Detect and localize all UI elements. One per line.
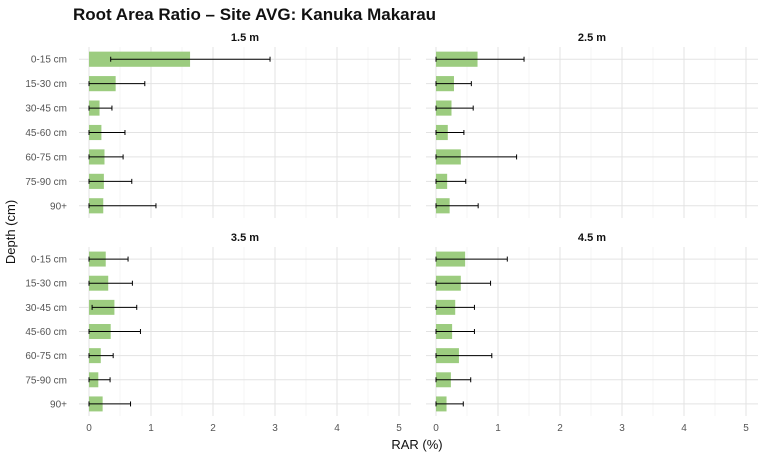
x-tick-label: 4: [334, 423, 340, 434]
y-tick-label: 15-30 cm: [25, 79, 67, 90]
x-axis-label: RAR (%): [391, 437, 442, 452]
y-tick-label: 15-30 cm: [25, 279, 67, 290]
y-tick-label: 60-75 cm: [25, 351, 67, 362]
x-tick-label: 5: [396, 423, 402, 434]
x-tick-label: 0: [433, 423, 439, 434]
y-tick-label: 45-60 cm: [25, 327, 67, 338]
x-tick-label: 5: [743, 423, 749, 434]
x-tick-label: 0: [86, 423, 92, 434]
y-tick-label: 90+: [50, 399, 67, 410]
panel-label: 2.5 m: [578, 32, 606, 44]
y-tick-label: 45-60 cm: [25, 128, 67, 139]
chart-title: Root Area Ratio – Site AVG: Kanuka Makar…: [73, 5, 436, 24]
panel-1: 1.5 m 0-15 cm 15-30 cm 30-45 cm 45-60 cm 60-7…: [25, 32, 411, 218]
y-tick-label: 75-90 cm: [25, 177, 67, 188]
panel-label: 3.5 m: [231, 232, 259, 244]
panel-3: 3.5 m 0-15 cm 15-30 cm 30-45 cm 45-60 cm 60-7…: [25, 232, 411, 434]
y-tick-label: 30-45 cm: [25, 104, 67, 115]
x-tick-label: 2: [210, 423, 216, 434]
y-axis-label: Depth (cm): [3, 200, 18, 264]
x-tick-label: 3: [272, 423, 278, 434]
x-tick-label: 2: [557, 423, 563, 434]
y-tick-label: 90+: [50, 201, 67, 212]
panel-4: 4.5 m 0 1 2 3 4 5: [426, 232, 758, 434]
y-tick-label: 75-90 cm: [25, 375, 67, 386]
x-tick-label: 4: [681, 423, 687, 434]
panel-2: 2.5 m: [426, 32, 758, 218]
x-tick-label: 1: [148, 423, 154, 434]
panel-label: 1.5 m: [231, 32, 259, 44]
x-tick-label: 3: [619, 423, 625, 434]
chart-panels: 1.5 m 0-15 cm 15-30 cm 30-45 cm 45-60 cm 60-7…: [25, 32, 758, 434]
y-tick-label: 30-45 cm: [25, 303, 67, 314]
panel-label: 4.5 m: [578, 232, 606, 244]
y-tick-label: 0-15 cm: [31, 255, 67, 266]
x-tick-label: 1: [495, 423, 501, 434]
y-tick-label: 60-75 cm: [25, 152, 67, 163]
y-tick-label: 0-15 cm: [31, 55, 67, 66]
